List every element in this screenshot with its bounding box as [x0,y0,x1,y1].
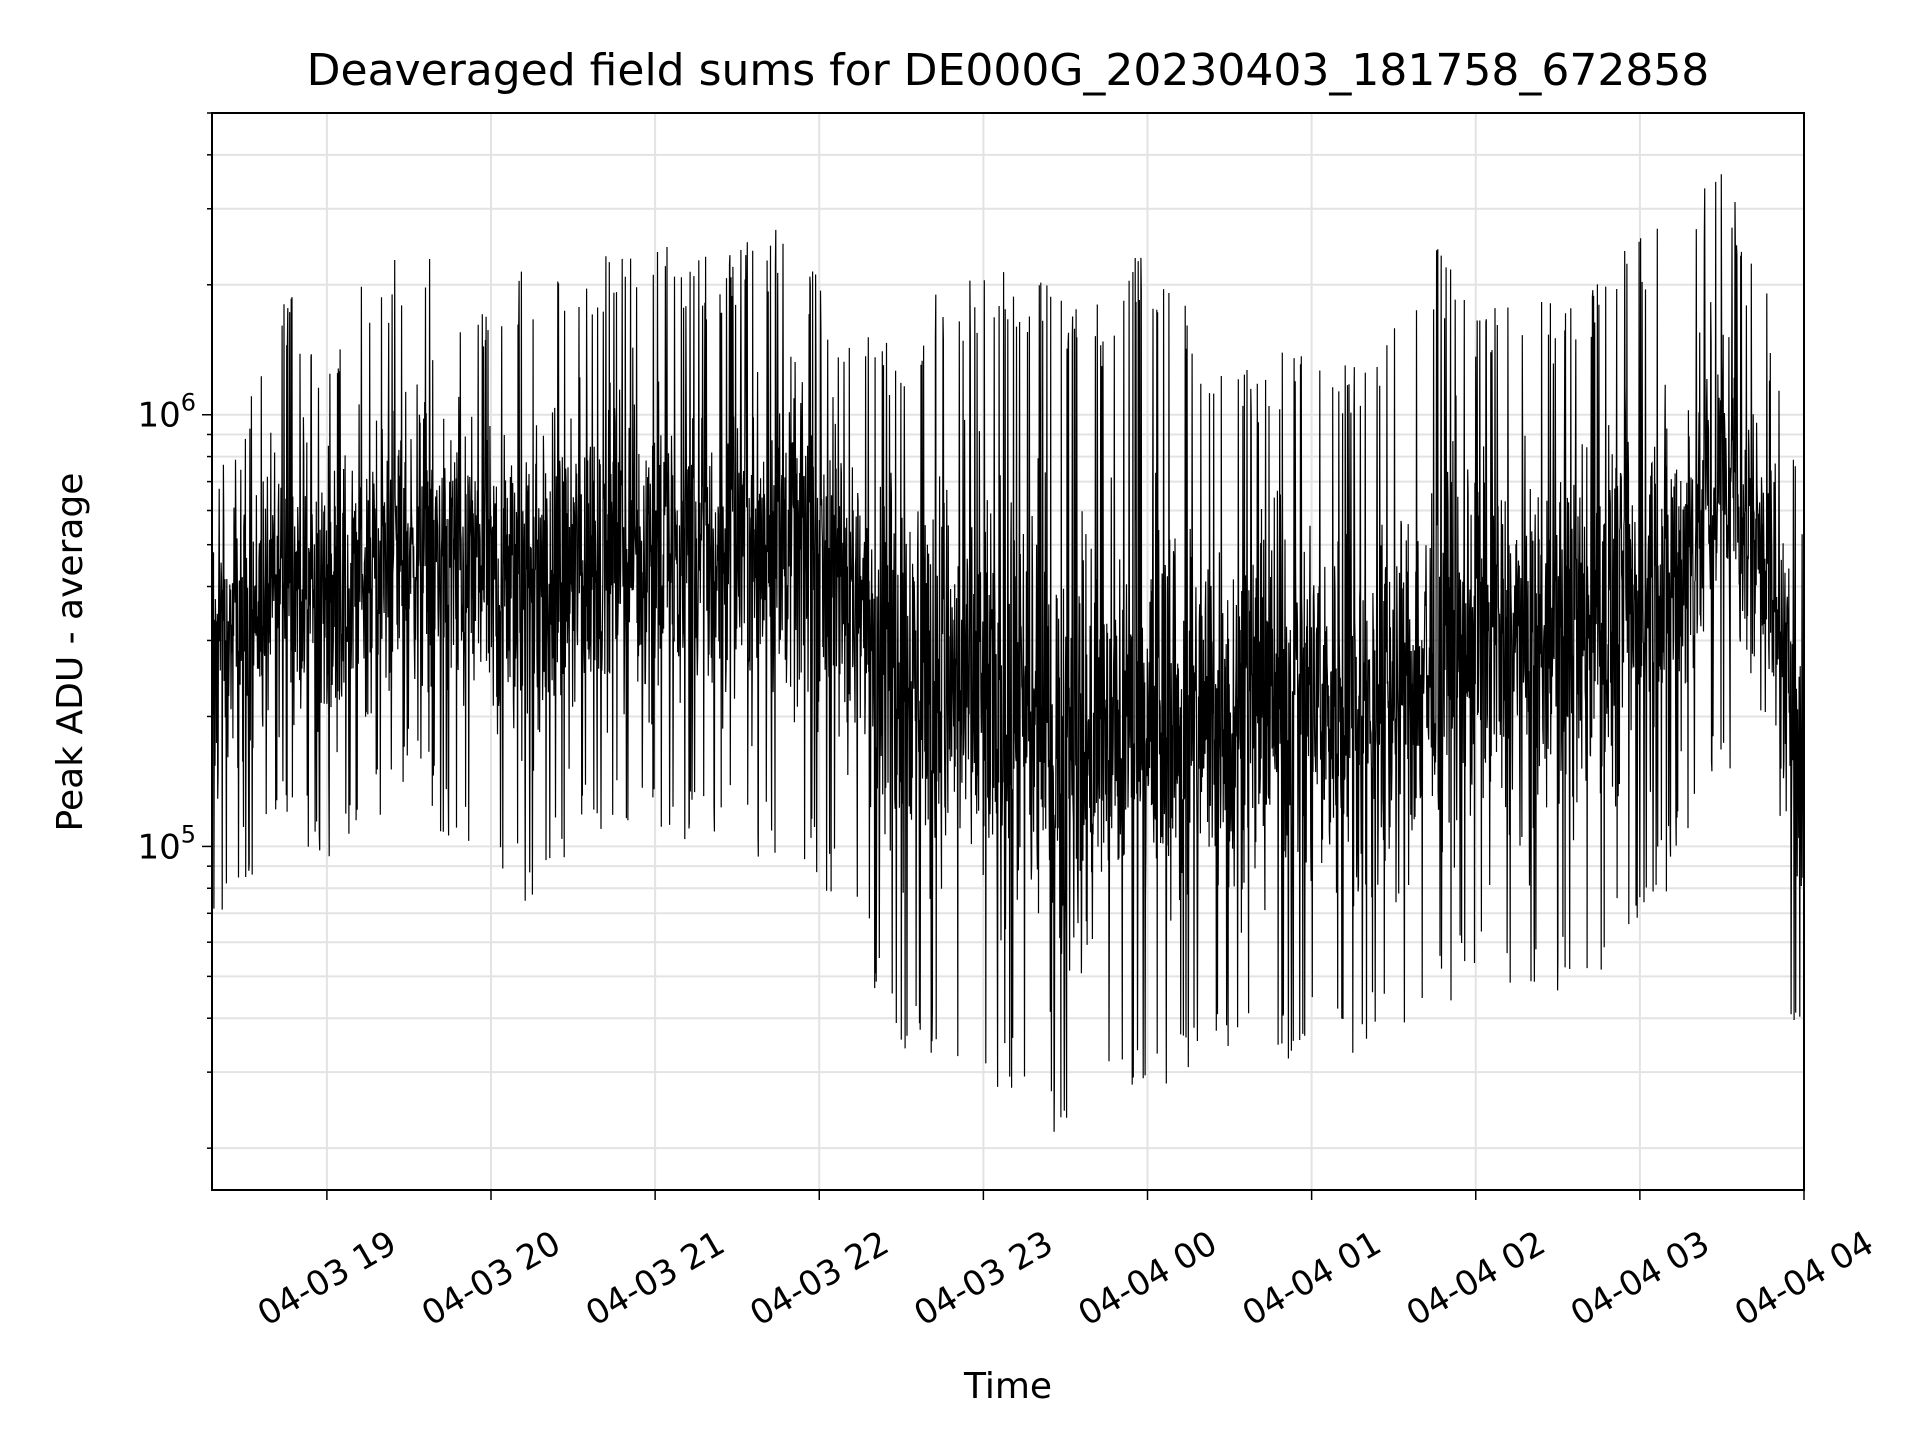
series-layer [211,174,1805,1132]
chart-title: Deaveraged field sums for DE000G_2023040… [307,45,1710,96]
x-axis-title: Time [963,1366,1052,1407]
y-tick-label: 105 [137,820,196,867]
data-series-line [211,174,1805,1132]
plot-frame [211,112,1805,1191]
y-tick-label: 106 [137,389,196,436]
y-axis: 105 106 [137,112,212,1149]
y-axis-title: Peak ADU - average [50,473,91,832]
